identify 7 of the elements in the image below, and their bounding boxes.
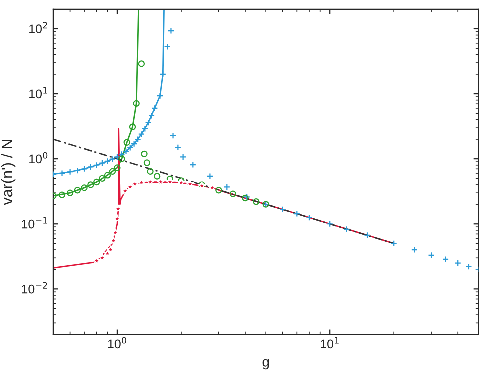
y-tick-label: 10$^{0}$	[30, 152, 48, 164]
y-tick-label: 10$^{2}$	[30, 22, 48, 34]
y-tick-label: 10$^{−1}$	[22, 217, 48, 229]
x-axis-title: g	[262, 359, 270, 370]
y-axis-title: var(n') / N	[1, 140, 16, 206]
y-tick-label: 10$^{1}$	[30, 87, 48, 99]
y-tick-label: 10$^{−2}$	[22, 282, 48, 294]
